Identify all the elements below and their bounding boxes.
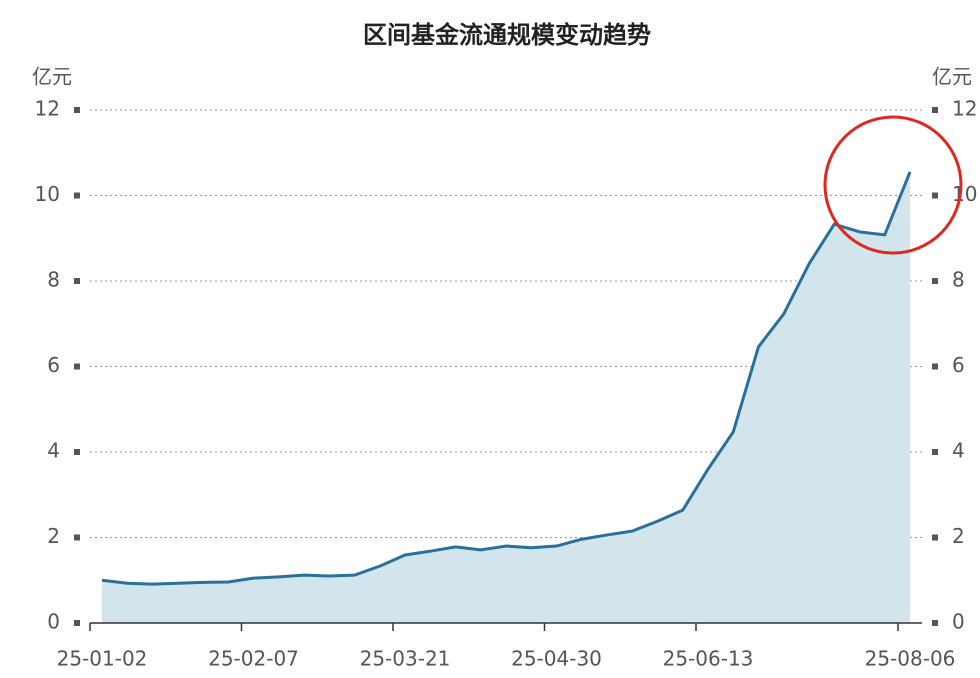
y2-tick-mark: [932, 107, 938, 113]
y-tick-mark: [74, 107, 80, 113]
y-tick-mark: [74, 620, 80, 626]
y2-tick-mark: [932, 363, 938, 370]
y2-tick-label: 8: [952, 268, 965, 292]
y-tick-mark: [74, 449, 80, 455]
y2-tick-mark: [932, 449, 938, 455]
plot: 0 2 4 6 8 10 12 0 2 4 6 8 10 12 25-01-02 25-02-07 25-03-…: [35, 97, 978, 671]
y-axis-label: 亿元: [32, 65, 72, 89]
y-tick-mark: [74, 534, 80, 541]
y-tick-mark: [74, 363, 80, 370]
x-tick-label: 25-02-07: [208, 647, 299, 671]
y-tick-label: 12: [35, 97, 60, 121]
y2-tick-label: 12: [952, 97, 977, 121]
y2-tick-label: 6: [952, 353, 965, 377]
y2-tick-mark: [932, 278, 938, 284]
y2-tick-mark: [932, 192, 938, 199]
y2-tick-label: 2: [952, 524, 965, 548]
y2-tick-label: 10: [952, 182, 977, 206]
y-tick-label: 6: [47, 353, 60, 377]
y-tick-mark: [74, 278, 80, 284]
x-tick-label: 25-04-30: [511, 647, 602, 671]
y-tick-mark: [74, 192, 80, 199]
y2-tick-mark: [932, 620, 938, 626]
x-tick-label: 25-06-13: [663, 647, 754, 671]
x-tick-label: 25-03-21: [360, 647, 451, 671]
chart-title: 区间基金流通规模变动趋势: [363, 21, 651, 49]
x-tick-label: 25-08-06: [865, 647, 956, 671]
y-tick-label: 4: [47, 439, 60, 463]
y-tick-label: 10: [35, 182, 60, 206]
y-tick-label: 2: [47, 524, 60, 548]
area: [102, 171, 910, 624]
y-tick-label: 0: [47, 610, 60, 634]
x-tick-label: 25-01-02: [57, 647, 148, 671]
y2-tick-label: 4: [952, 439, 965, 463]
line: [101, 171, 912, 586]
y2-tick-label: 0: [952, 610, 965, 634]
y2-axis-label: 亿元: [932, 65, 972, 89]
y2-tick-mark: [932, 534, 938, 541]
highlight-circle: [823, 115, 963, 255]
y-tick-label: 8: [47, 268, 60, 292]
